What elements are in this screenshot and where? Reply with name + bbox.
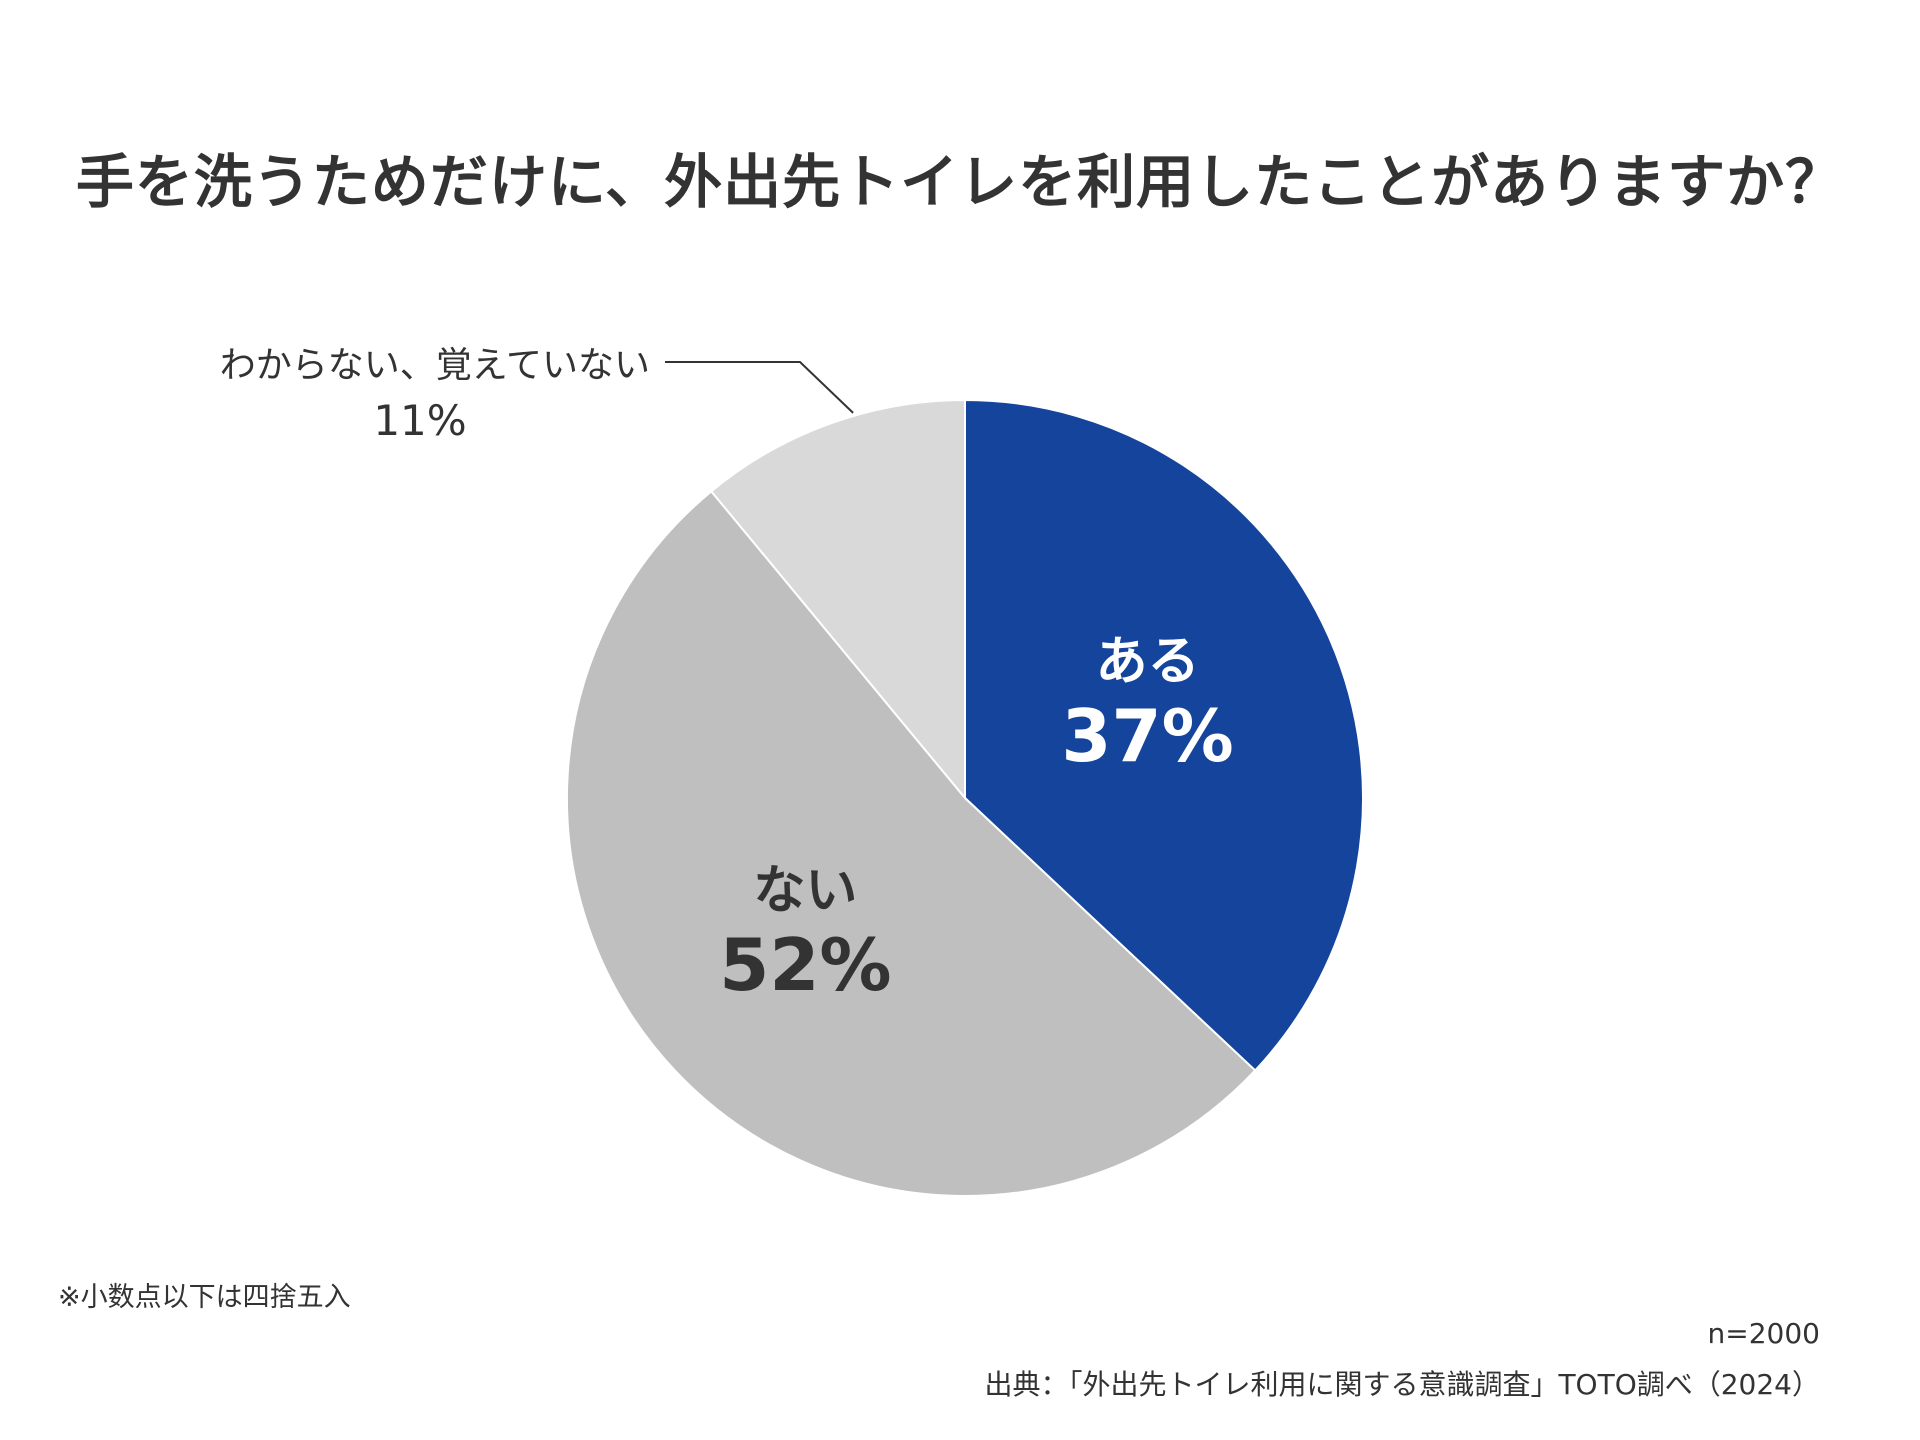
slice-label-nai: ない — [753, 861, 857, 921]
footnote: ※小数点以下は四捨五入 — [58, 1282, 351, 1313]
slice-value-aru: 37% — [1061, 694, 1233, 778]
slice-nai — [565, 489, 1257, 1198]
callout-leader-line — [665, 361, 854, 414]
slice-aru — [964, 398, 1364, 1072]
source-citation: 出典：「外出先トイレ利用に関する意識調査」TOTO調べ（2024） — [984, 1368, 1820, 1401]
slice-label-wakaranai: わからない、覚えていない — [220, 345, 650, 386]
slice-value-nai: 52% — [719, 923, 891, 1007]
sample-size: n=2000 — [1707, 1317, 1820, 1350]
slice-value-wakaranai: 11% — [373, 396, 466, 445]
chart-title: 手を洗うためだけに、外出先トイレを利用したことがありますか？ — [75, 148, 1845, 216]
slice-wakaranai — [709, 398, 966, 801]
slice-label-aru: ある — [1096, 632, 1200, 692]
